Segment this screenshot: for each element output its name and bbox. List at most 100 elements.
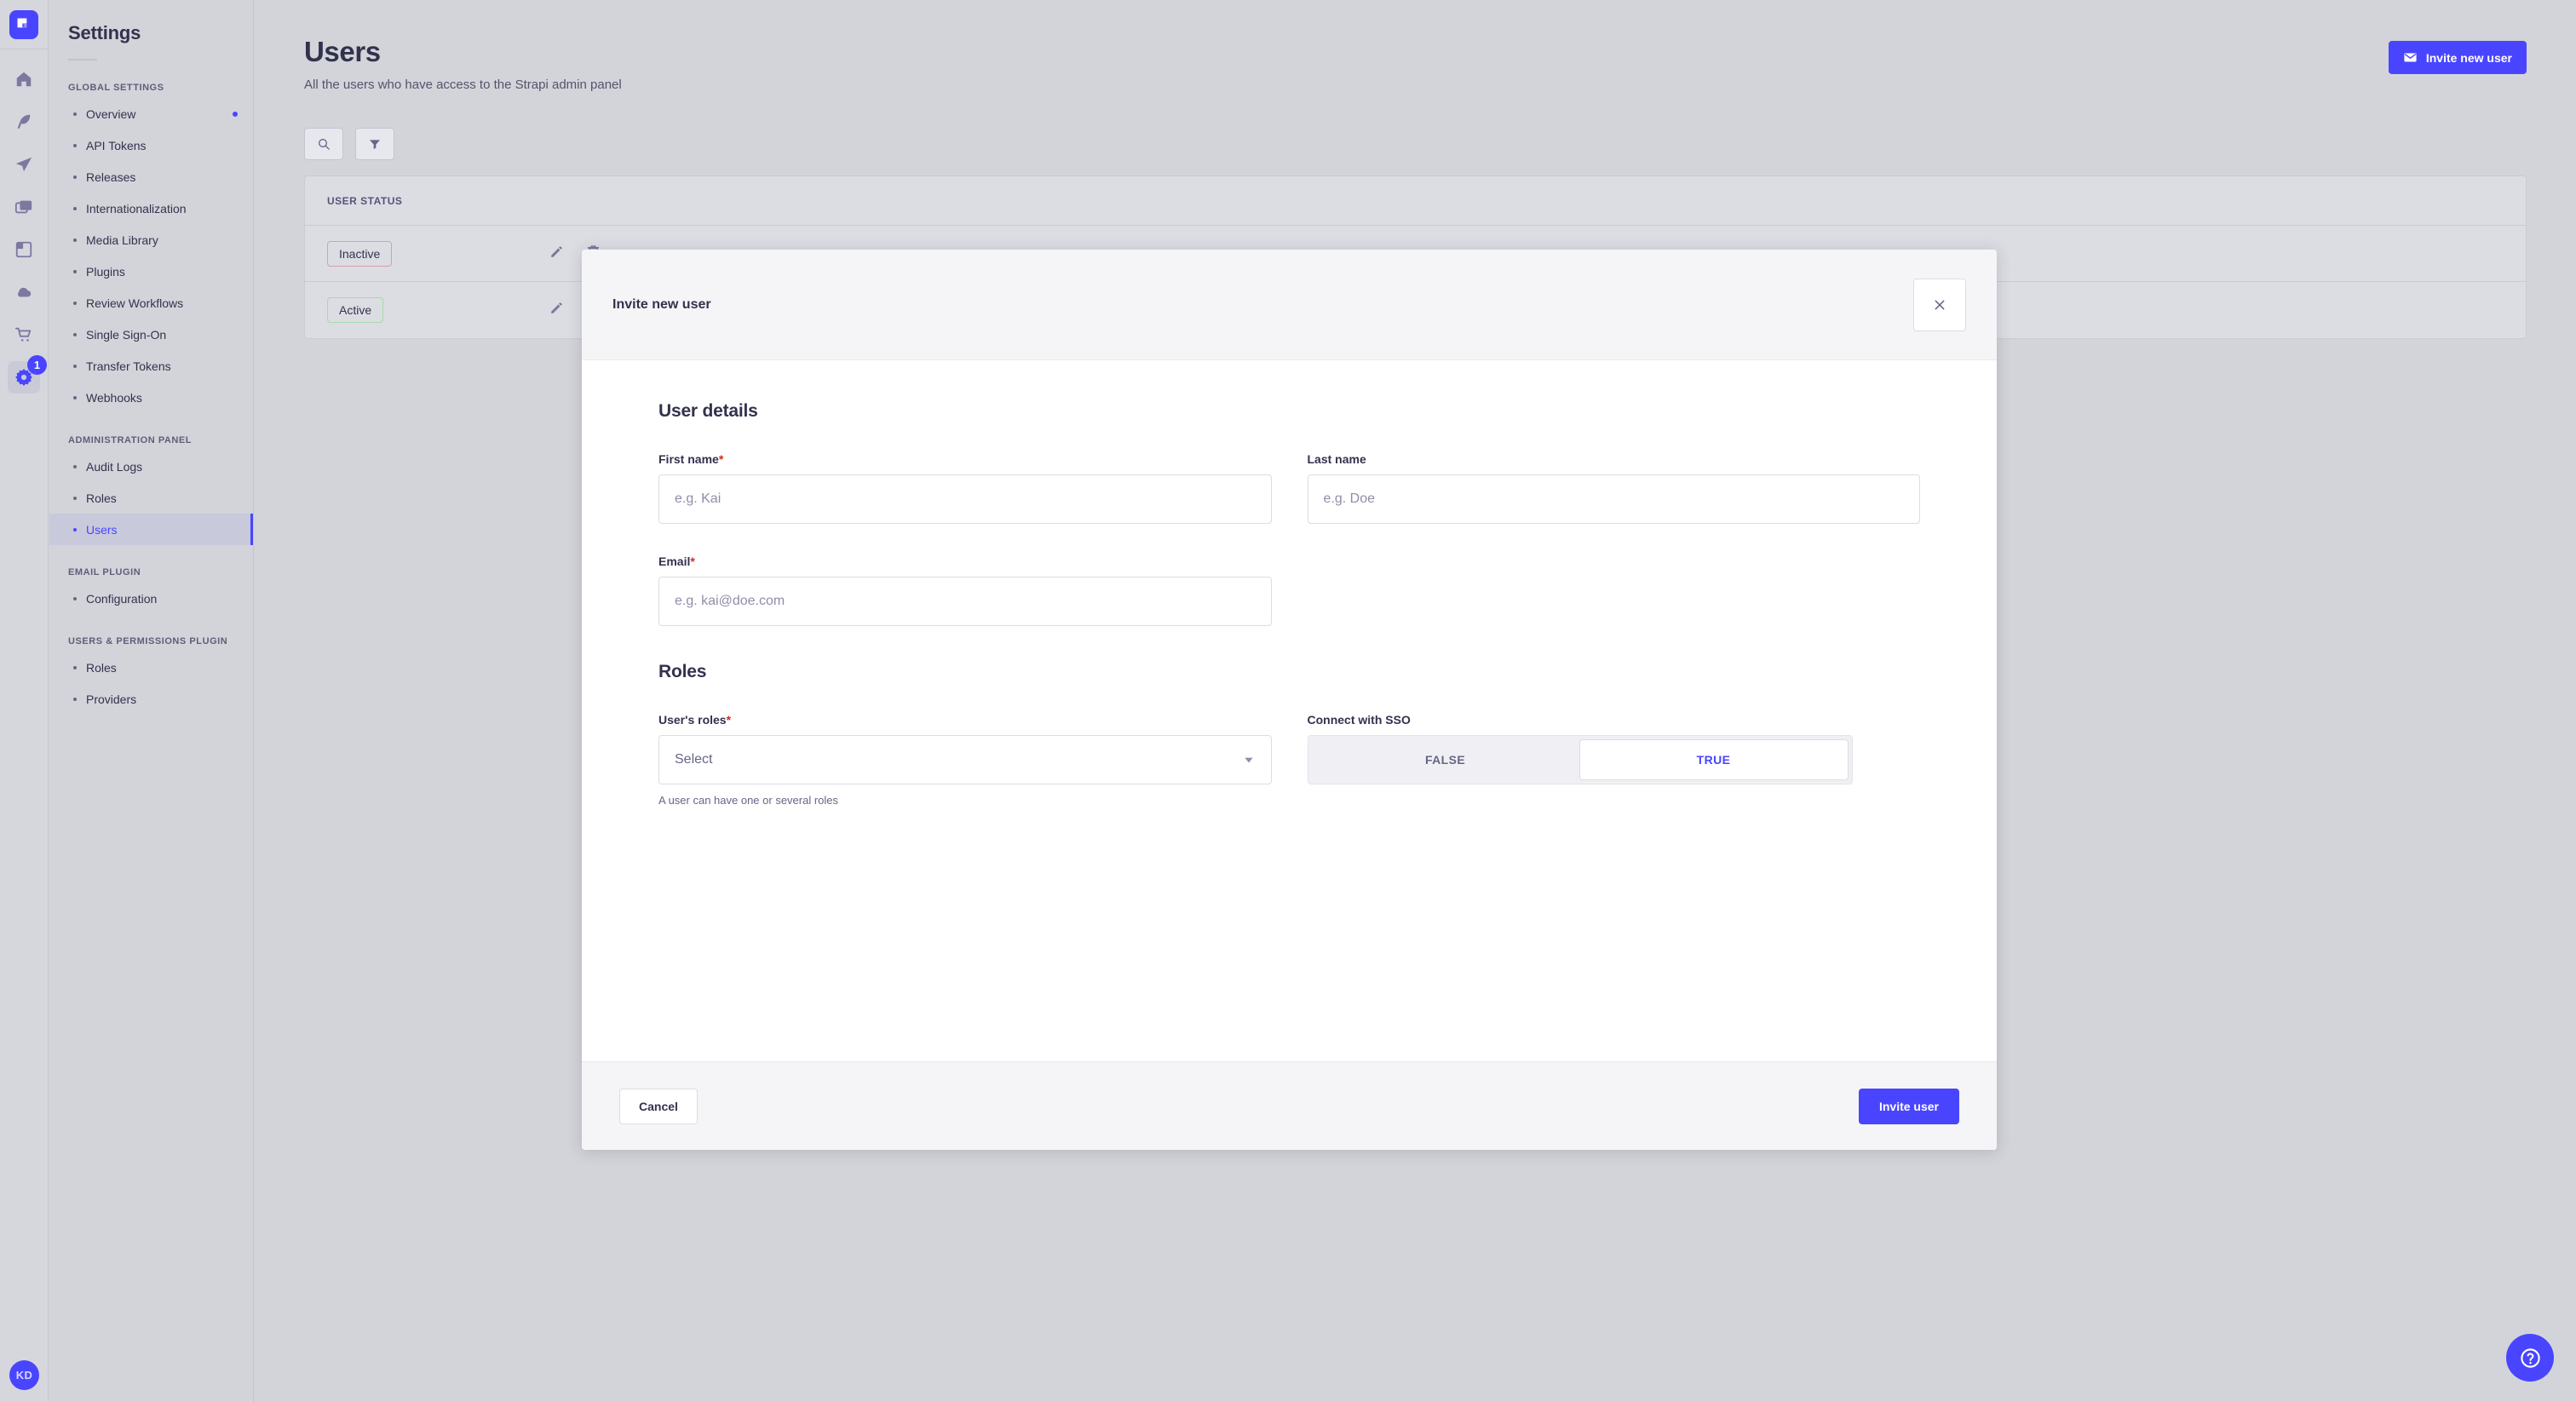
email-field-group: Email* xyxy=(658,554,1272,626)
modal-header: Invite new user xyxy=(582,250,1997,360)
strapi-logo[interactable] xyxy=(9,9,38,39)
strapi-logo-icon xyxy=(17,18,27,27)
filter-icon xyxy=(370,140,380,149)
pencil-icon xyxy=(551,245,562,257)
bullet-icon xyxy=(73,464,77,468)
sidebar-item-label: Releases xyxy=(86,170,136,184)
sidebar-item-label: Audit Logs xyxy=(86,459,143,474)
table-toolbar xyxy=(255,92,2576,160)
invite-user-submit-button[interactable]: Invite user xyxy=(1858,1088,1959,1124)
rail-logo-area xyxy=(0,0,48,49)
sidebar-item-label: Review Workflows xyxy=(86,296,184,310)
sidebar-item-configuration[interactable]: Configuration xyxy=(49,583,253,614)
first-name-field-group: First name* xyxy=(658,452,1272,524)
sidebar-item-internationalization[interactable]: Internationalization xyxy=(49,192,253,224)
email-field-grid: Email* xyxy=(658,524,1920,626)
bullet-icon xyxy=(73,665,77,669)
last-name-input[interactable] xyxy=(1307,474,1920,524)
first-name-label: First name* xyxy=(658,452,1272,466)
required-marker: * xyxy=(718,452,724,466)
question-mark-icon xyxy=(2520,1347,2540,1368)
marketplace-icon xyxy=(14,327,32,342)
bullet-icon xyxy=(73,269,77,273)
name-fields-grid: First name* Last name xyxy=(658,422,1920,524)
rail-nav-items: 1 xyxy=(0,63,48,394)
bullet-icon xyxy=(73,301,77,305)
sidebar-item-label: Internationalization xyxy=(86,201,187,215)
bullet-icon xyxy=(73,206,77,210)
modal-close-button[interactable] xyxy=(1913,278,1966,331)
required-marker: * xyxy=(690,554,695,568)
edit-row-button[interactable] xyxy=(549,244,565,264)
sidebar-item-roles-admin[interactable]: Roles xyxy=(49,482,253,514)
settings-sidebar: Settings GLOBAL SETTINGS Overview API To… xyxy=(49,0,254,1402)
home-icon xyxy=(16,72,32,87)
row-status-cell: Inactive xyxy=(327,240,549,267)
rail-item-settings[interactable]: 1 xyxy=(8,355,47,394)
page-header-text: Users All the users who have access to t… xyxy=(304,36,622,92)
modal-body: User details First name* Last name xyxy=(582,360,1997,807)
search-button[interactable] xyxy=(304,128,343,160)
sidebar-item-label: Configuration xyxy=(86,591,158,606)
sidebar-item-label: Webhooks xyxy=(86,390,142,405)
sidebar-item-providers[interactable]: Providers xyxy=(49,683,253,715)
last-name-field-group: Last name xyxy=(1307,452,1921,524)
first-name-input[interactable] xyxy=(658,474,1272,524)
bullet-icon xyxy=(73,175,77,179)
sidebar-item-media-library[interactable]: Media Library xyxy=(49,224,253,256)
rail-item-marketplace[interactable] xyxy=(8,319,40,351)
bullet-icon xyxy=(73,527,77,531)
sidebar-item-api-tokens[interactable]: API Tokens xyxy=(49,129,253,161)
sidebar-item-label: Roles xyxy=(86,660,117,675)
sidebar-item-label: Overview xyxy=(86,106,136,121)
rail-item-cloud[interactable] xyxy=(8,276,40,308)
sidebar-item-releases[interactable]: Releases xyxy=(49,161,253,192)
bullet-icon xyxy=(73,364,77,368)
user-roles-label-text: User's roles xyxy=(658,713,727,727)
chevron-down-icon xyxy=(1244,757,1253,763)
row-status-cell: Active xyxy=(327,297,549,323)
cancel-button[interactable]: Cancel xyxy=(619,1088,698,1124)
status-badge: Inactive xyxy=(327,240,393,267)
edit-row-button[interactable] xyxy=(549,300,565,320)
invite-new-user-button[interactable]: Invite new user xyxy=(2388,41,2527,74)
email-input[interactable] xyxy=(658,577,1272,626)
rail-item-content-type-builder[interactable] xyxy=(8,148,40,181)
sso-option-true[interactable]: TRUE xyxy=(1578,739,1849,780)
settings-divider xyxy=(68,59,97,60)
help-button[interactable] xyxy=(2506,1334,2554,1382)
sso-toggle-group: FALSE TRUE xyxy=(1307,735,1853,784)
filters-button[interactable] xyxy=(355,128,394,160)
overview-notification-dot xyxy=(233,111,238,117)
bullet-icon xyxy=(73,112,77,116)
sidebar-item-overview[interactable]: Overview xyxy=(49,98,253,129)
rail-item-home[interactable] xyxy=(8,63,40,95)
sidebar-item-label: Media Library xyxy=(86,233,158,247)
section-label-administration-panel: ADMINISTRATION PANEL xyxy=(68,435,193,445)
user-details-heading: User details xyxy=(658,401,758,421)
sidebar-item-audit-logs[interactable]: Audit Logs xyxy=(49,451,253,482)
bullet-icon xyxy=(73,143,77,147)
modal-footer: Cancel Invite user xyxy=(582,1061,1997,1150)
last-name-label: Last name xyxy=(1308,452,1921,466)
sidebar-item-transfer-tokens[interactable]: Transfer Tokens xyxy=(49,350,253,382)
rail-item-content-manager[interactable] xyxy=(8,106,40,138)
user-avatar[interactable]: KD xyxy=(9,1360,39,1390)
user-roles-select[interactable]: Select xyxy=(658,735,1272,784)
rail-item-media-library[interactable] xyxy=(8,191,40,223)
sidebar-item-plugins[interactable]: Plugins xyxy=(49,256,253,287)
sso-option-false[interactable]: FALSE xyxy=(1424,753,1466,767)
email-grid-spacer xyxy=(1308,524,1921,626)
sidebar-item-users[interactable]: Users xyxy=(49,514,253,545)
first-name-label-text: First name xyxy=(658,452,719,466)
sidebar-item-single-sign-on[interactable]: Single Sign-On xyxy=(49,319,253,350)
sidebar-item-webhooks[interactable]: Webhooks xyxy=(49,382,253,413)
invite-new-user-modal: Invite new user User details First name* xyxy=(582,250,1997,1150)
sidebar-item-roles-up[interactable]: Roles xyxy=(49,652,253,683)
rail-item-layout[interactable] xyxy=(8,233,40,266)
sidebar-item-label: Roles xyxy=(86,491,117,505)
settings-gear-icon xyxy=(15,369,32,386)
sidebar-item-review-workflows[interactable]: Review Workflows xyxy=(49,287,253,319)
sso-field-group: Connect with SSO FALSE TRUE xyxy=(1307,713,1921,807)
